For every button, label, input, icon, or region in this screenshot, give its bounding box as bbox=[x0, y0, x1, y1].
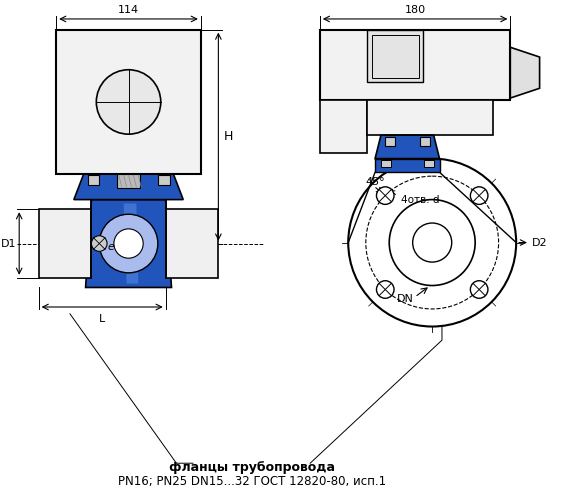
Bar bbox=[420, 137, 430, 146]
Bar bbox=[56, 30, 201, 174]
Text: D1: D1 bbox=[1, 238, 16, 248]
Polygon shape bbox=[74, 174, 183, 199]
Text: 180: 180 bbox=[404, 5, 425, 15]
Circle shape bbox=[470, 187, 488, 204]
Circle shape bbox=[100, 214, 158, 273]
Circle shape bbox=[91, 235, 107, 252]
Bar bbox=[385, 137, 395, 146]
Bar bbox=[367, 100, 493, 135]
Bar bbox=[320, 100, 367, 153]
Bar bbox=[424, 159, 434, 167]
Text: D2: D2 bbox=[532, 237, 548, 247]
Circle shape bbox=[413, 223, 452, 262]
Bar bbox=[158, 175, 169, 185]
Circle shape bbox=[348, 159, 516, 327]
Text: фланцы трубопровода: фланцы трубопровода bbox=[169, 460, 335, 473]
Bar bbox=[375, 159, 439, 172]
Text: PN16; PN25 DN15...32 ГОСТ 12820-80, исп.1: PN16; PN25 DN15...32 ГОСТ 12820-80, исп.… bbox=[118, 475, 386, 488]
Circle shape bbox=[470, 281, 488, 298]
Circle shape bbox=[114, 229, 143, 258]
Polygon shape bbox=[86, 199, 172, 288]
Bar bbox=[166, 209, 218, 278]
Polygon shape bbox=[510, 47, 540, 98]
Bar bbox=[117, 174, 140, 188]
Text: H: H bbox=[223, 130, 233, 143]
Circle shape bbox=[377, 187, 394, 204]
Text: L: L bbox=[99, 314, 105, 324]
Text: 4отв. d: 4отв. d bbox=[401, 194, 439, 204]
Bar bbox=[320, 30, 510, 100]
Circle shape bbox=[389, 199, 475, 286]
Text: 114: 114 bbox=[118, 5, 139, 15]
Bar bbox=[87, 175, 100, 185]
Polygon shape bbox=[375, 135, 439, 159]
Bar bbox=[39, 209, 91, 278]
Polygon shape bbox=[123, 203, 139, 284]
Circle shape bbox=[97, 70, 161, 134]
Bar bbox=[367, 30, 424, 83]
Bar bbox=[381, 159, 391, 167]
Circle shape bbox=[377, 281, 394, 298]
Bar bbox=[372, 35, 418, 78]
Text: DN: DN bbox=[396, 294, 413, 304]
Text: e: e bbox=[108, 242, 115, 253]
Text: 45°: 45° bbox=[365, 177, 385, 187]
